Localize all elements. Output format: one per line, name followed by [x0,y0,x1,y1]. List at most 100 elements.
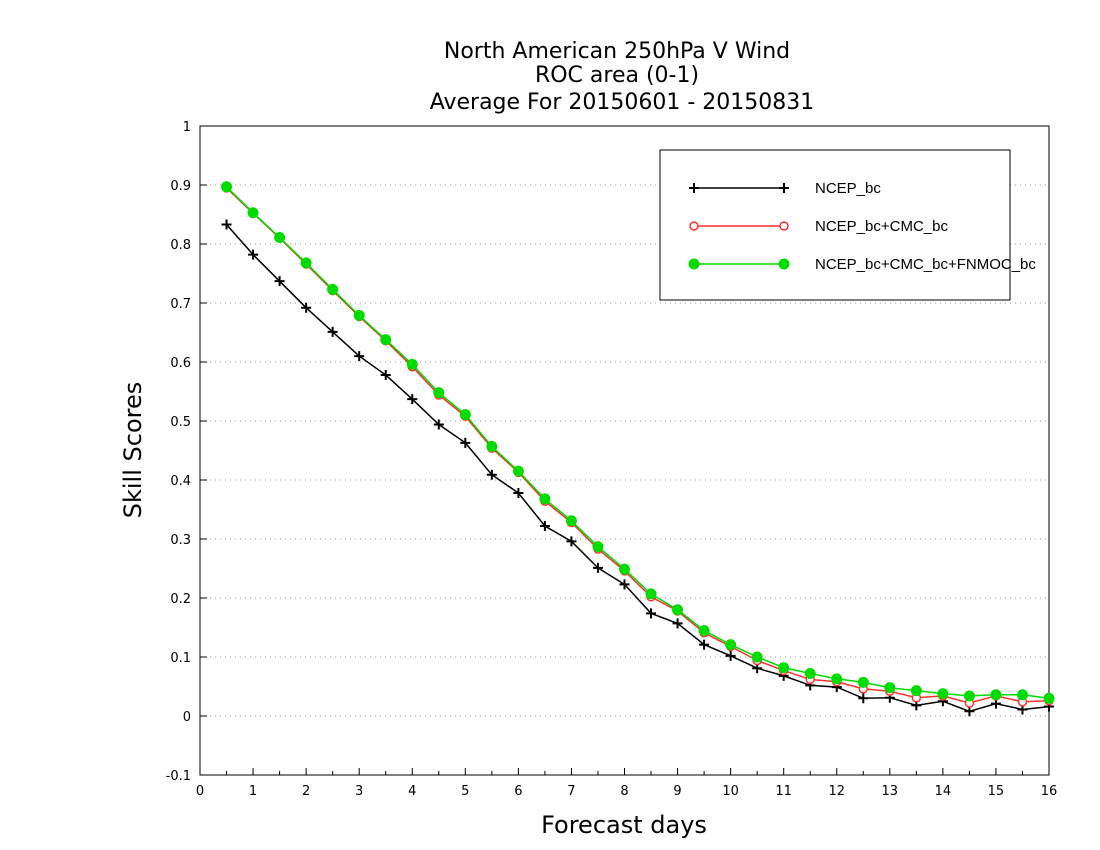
data-point [698,624,710,636]
data-point [646,608,657,619]
data-point [725,650,736,661]
data-point [964,706,975,717]
y-tick-label: 1 [183,120,191,135]
data-point [779,221,789,231]
data-point [990,689,1002,701]
x-tick-label: 8 [620,784,628,799]
x-tick-label: 0 [196,784,204,799]
data-point [512,465,524,477]
x-tick-label: 10 [722,784,739,799]
data-point [857,676,869,688]
data-point [221,181,233,193]
data-point [327,283,339,295]
chart-title: North American 250hPa V Wind ROC area (0… [430,39,815,115]
data-point [513,487,524,498]
data-point [689,221,699,231]
data-point [884,682,896,694]
data-point [778,662,790,674]
y-axis: -0.1 0 0.1 0.2 0.3 0.4 0.5 0.6 0.7 0.8 0.9 1 [166,120,207,784]
data-point [910,685,922,697]
legend: NCEP_bc NCEP_bc+CMC_bc NCEP_bc+CMC_bc+FNMO… [659,149,1036,301]
data-point [779,183,789,193]
data-point [406,358,418,370]
data-point [725,639,737,651]
x-axis: 0 1 2 3 4 5 6 7 8 9 10 11 12 13 14 15 16 [196,768,1057,799]
data-point [619,563,630,575]
x-tick-label: 4 [408,784,416,799]
data-point [778,258,790,270]
data-point [539,521,550,532]
x-tick-label: 7 [567,784,575,799]
data-point [486,469,497,480]
y-tick-label: 0.9 [170,179,191,194]
title-line-3: Average For 20150601 - 20150831 [430,90,815,115]
data-point [460,437,471,448]
y-tick-label: 0.6 [170,356,191,371]
data-point [672,604,684,616]
x-tick-label: 11 [775,784,792,799]
data-point [301,302,312,313]
series-ncep-bc [221,219,1054,717]
y-tick-label: 0.3 [170,533,191,548]
data-point [689,183,699,193]
title-line-1: North American 250hPa V Wind [444,39,790,64]
y-tick-label: 0.7 [170,297,191,312]
data-point [592,562,603,573]
x-tick-label: 14 [935,784,952,799]
data-point [831,673,843,685]
data-point [353,309,365,321]
x-tick-label: 15 [988,784,1005,799]
data-point [380,369,391,380]
legend-label: NCEP_bc [815,180,881,197]
data-point [592,541,604,553]
x-tick-label: 16 [1041,784,1058,799]
legend-label: NCEP_bc+CMC_bc [815,218,948,235]
data-point [645,588,657,600]
x-tick-label: 6 [514,784,522,799]
series-line [225,224,1050,713]
title-line-2: ROC area (0-1) [535,63,699,88]
x-tick-label: 13 [882,784,899,799]
data-point [248,249,259,260]
y-tick-label: -0.1 [166,769,191,784]
series-group [221,181,1055,717]
y-tick-label: 0 [183,710,191,725]
data-point [565,515,577,527]
data-point [327,326,338,337]
data-point [1016,689,1028,701]
data-point [486,440,498,452]
data-point [539,493,551,505]
data-point [247,207,259,219]
y-tick-label: 0.1 [170,651,191,666]
data-point [407,394,418,405]
data-point [751,651,763,663]
data-point [274,232,286,244]
data-point [672,618,683,629]
data-point [274,276,285,287]
y-tick-label: 0.8 [170,238,191,253]
legend-box [659,149,1011,301]
data-point [937,688,949,700]
data-point [619,579,630,590]
y-tick-label: 0.5 [170,415,191,430]
x-tick-label: 12 [828,784,845,799]
legend-item: NCEP_bc [689,180,881,197]
data-point [858,693,869,704]
legend-label: NCEP_bc+CMC_bc+FNMOC_bc [815,256,1036,273]
x-tick-label: 3 [355,784,363,799]
data-point [221,219,232,230]
y-tick-label: 0.4 [170,474,191,489]
data-point [459,409,471,421]
data-point [804,668,816,680]
data-point [354,351,365,362]
x-tick-label: 1 [249,784,257,799]
legend-item: NCEP_bc+CMC_bc+FNMOC_bc [688,256,1036,273]
y-tick-label: 0.2 [170,592,191,607]
x-tick-label: 9 [673,784,681,799]
series-ncep-bc-cmc-bc-fnmoc-bc [221,181,1055,704]
data-point [963,690,975,702]
x-tick-label: 2 [302,784,310,799]
y-axis-label: Skill Scores [119,382,147,519]
data-point [300,257,312,269]
